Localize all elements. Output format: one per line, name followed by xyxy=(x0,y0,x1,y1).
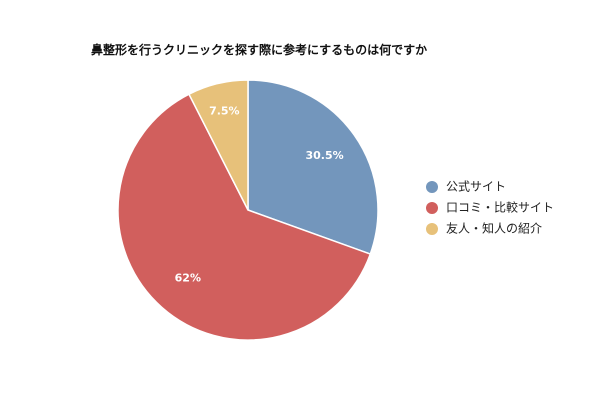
pie-slice-label-3: 7.5% xyxy=(209,104,240,117)
legend-label-2: 口コミ・比較サイト xyxy=(446,200,554,215)
chart-title: 鼻整形を行うクリニックを探す際に参考にするものは何ですか xyxy=(91,42,427,57)
legend-label-3: 友人・知人の紹介 xyxy=(446,222,542,236)
pie-slices xyxy=(117,79,379,341)
pie-slice-2 xyxy=(117,93,372,341)
pie-slice-labels: 30.5% 62% 7.5% xyxy=(175,104,344,284)
legend-swatch-3 xyxy=(426,223,438,235)
pie-slice-label-1: 30.5% xyxy=(305,149,343,162)
legend-swatch-2 xyxy=(426,202,438,214)
pie-slice-1 xyxy=(247,79,379,255)
pie-slice-label-2: 62% xyxy=(175,271,201,284)
pie-slice-3 xyxy=(187,79,249,211)
legend-swatch-1 xyxy=(426,181,438,193)
legend-label-1: 公式サイト xyxy=(446,180,506,194)
